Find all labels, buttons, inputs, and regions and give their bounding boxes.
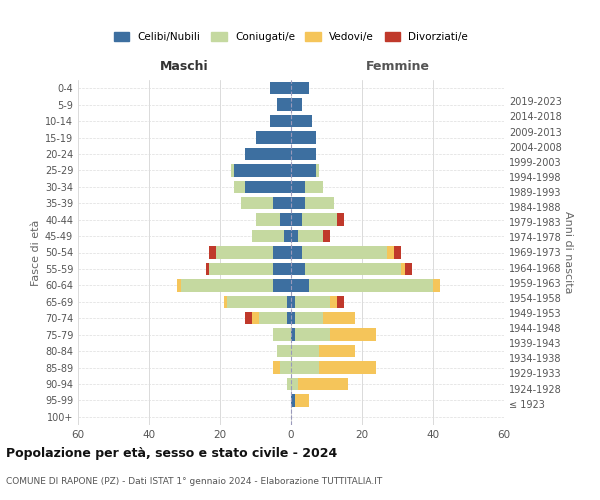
Bar	[337, 214, 344, 226]
Bar	[387, 246, 394, 258]
Bar	[302, 214, 337, 226]
Bar	[287, 296, 291, 308]
Bar	[319, 362, 376, 374]
Bar	[245, 180, 291, 193]
Bar	[291, 132, 316, 143]
Bar	[270, 82, 291, 94]
Bar	[291, 230, 298, 242]
Bar	[305, 197, 334, 209]
Bar	[230, 164, 234, 176]
Bar	[270, 115, 291, 127]
Bar	[302, 246, 387, 258]
Bar	[234, 180, 245, 193]
Bar	[284, 230, 291, 242]
Bar	[291, 197, 305, 209]
Bar	[273, 362, 280, 374]
Bar	[330, 328, 376, 341]
Bar	[291, 148, 316, 160]
Bar	[277, 98, 291, 111]
Bar	[401, 263, 404, 275]
Bar	[337, 296, 344, 308]
Bar	[291, 378, 298, 390]
Bar	[291, 82, 309, 94]
Bar	[291, 246, 302, 258]
Bar	[245, 312, 252, 324]
Bar	[209, 263, 273, 275]
Bar	[241, 197, 273, 209]
Bar	[319, 345, 355, 357]
Bar	[277, 345, 291, 357]
Bar	[330, 296, 337, 308]
Bar	[291, 279, 309, 291]
Bar	[273, 246, 291, 258]
Bar	[256, 214, 280, 226]
Bar	[224, 296, 227, 308]
Bar	[298, 378, 348, 390]
Bar	[404, 263, 412, 275]
Y-axis label: Anni di nascita: Anni di nascita	[563, 211, 573, 294]
Bar	[291, 345, 319, 357]
Bar	[217, 246, 273, 258]
Bar	[181, 279, 273, 291]
Bar	[245, 148, 291, 160]
Bar	[291, 362, 319, 374]
Text: Femmine: Femmine	[365, 60, 430, 73]
Bar	[291, 180, 305, 193]
Bar	[280, 214, 291, 226]
Bar	[394, 246, 401, 258]
Bar	[298, 230, 323, 242]
Bar	[295, 296, 330, 308]
Bar	[291, 312, 295, 324]
Bar	[291, 263, 305, 275]
Bar	[273, 263, 291, 275]
Bar	[323, 230, 330, 242]
Bar	[280, 362, 291, 374]
Text: COMUNE DI RAPONE (PZ) - Dati ISTAT 1° gennaio 2024 - Elaborazione TUTTITALIA.IT: COMUNE DI RAPONE (PZ) - Dati ISTAT 1° ge…	[6, 477, 382, 486]
Bar	[295, 394, 309, 406]
Bar	[252, 312, 259, 324]
Bar	[291, 394, 295, 406]
Bar	[259, 312, 287, 324]
Bar	[295, 312, 323, 324]
Bar	[305, 180, 323, 193]
Bar	[209, 246, 217, 258]
Bar	[234, 164, 291, 176]
Bar	[433, 279, 440, 291]
Bar	[323, 312, 355, 324]
Bar	[291, 164, 316, 176]
Bar	[309, 279, 433, 291]
Text: Maschi: Maschi	[160, 60, 209, 73]
Bar	[178, 279, 181, 291]
Bar	[291, 214, 302, 226]
Bar	[227, 296, 287, 308]
Bar	[291, 115, 313, 127]
Bar	[287, 312, 291, 324]
Bar	[273, 328, 291, 341]
Bar	[305, 263, 401, 275]
Bar	[273, 197, 291, 209]
Bar	[206, 263, 209, 275]
Legend: Celibi/Nubili, Coniugati/e, Vedovi/e, Divorziati/e: Celibi/Nubili, Coniugati/e, Vedovi/e, Di…	[112, 30, 470, 44]
Bar	[287, 378, 291, 390]
Bar	[291, 296, 295, 308]
Y-axis label: Fasce di età: Fasce di età	[31, 220, 41, 286]
Bar	[252, 230, 284, 242]
Bar	[291, 328, 295, 341]
Text: Popolazione per età, sesso e stato civile - 2024: Popolazione per età, sesso e stato civil…	[6, 448, 337, 460]
Bar	[316, 164, 319, 176]
Bar	[291, 98, 302, 111]
Bar	[295, 328, 330, 341]
Bar	[256, 132, 291, 143]
Bar	[273, 279, 291, 291]
